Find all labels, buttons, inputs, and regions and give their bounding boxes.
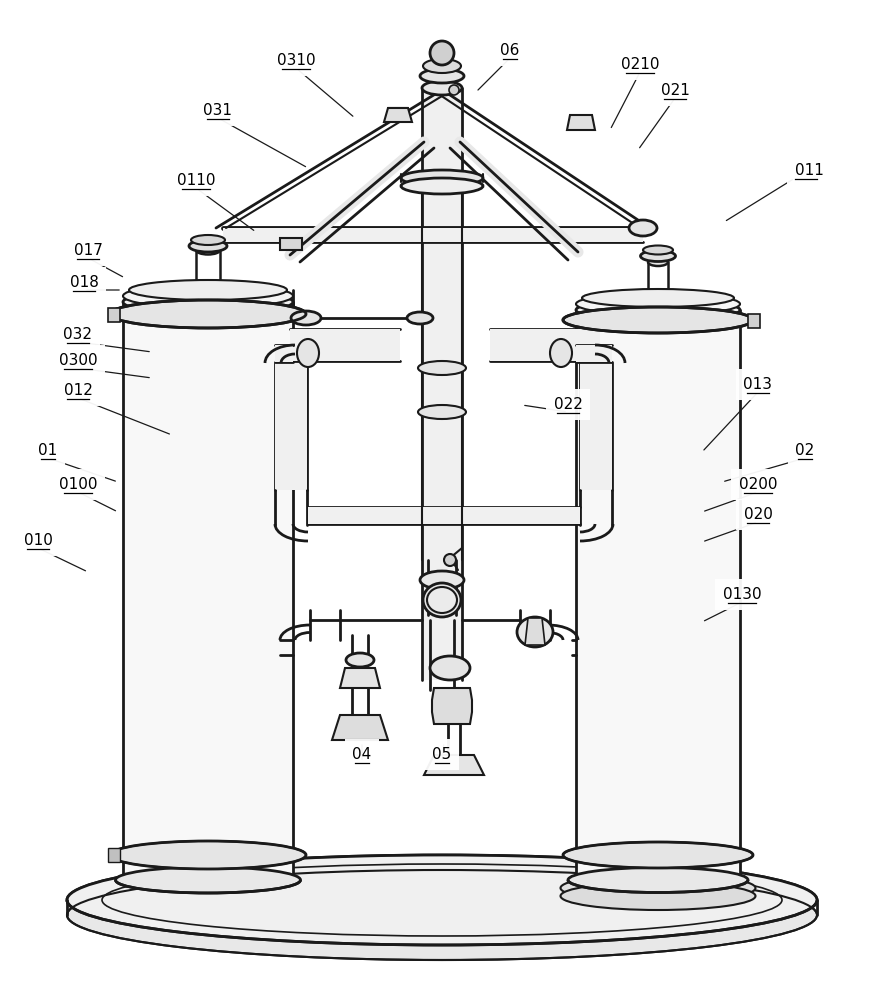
Ellipse shape bbox=[427, 587, 457, 613]
Text: 022: 022 bbox=[553, 397, 583, 412]
Polygon shape bbox=[340, 668, 380, 688]
Ellipse shape bbox=[418, 405, 466, 419]
Ellipse shape bbox=[568, 867, 748, 892]
Ellipse shape bbox=[191, 235, 225, 245]
Ellipse shape bbox=[422, 81, 462, 95]
Polygon shape bbox=[432, 688, 472, 724]
Ellipse shape bbox=[401, 178, 483, 194]
Ellipse shape bbox=[346, 653, 374, 667]
Ellipse shape bbox=[123, 284, 293, 308]
Text: 031: 031 bbox=[203, 103, 232, 118]
Bar bbox=[748, 314, 760, 328]
Ellipse shape bbox=[67, 855, 817, 945]
Bar bbox=[280, 238, 302, 250]
Polygon shape bbox=[567, 115, 595, 130]
Polygon shape bbox=[576, 345, 612, 362]
Polygon shape bbox=[424, 755, 484, 775]
Ellipse shape bbox=[423, 59, 461, 73]
Text: 017: 017 bbox=[73, 243, 103, 258]
Polygon shape bbox=[223, 228, 643, 242]
Polygon shape bbox=[490, 329, 600, 361]
Text: 0210: 0210 bbox=[621, 57, 659, 72]
Ellipse shape bbox=[560, 882, 756, 910]
Ellipse shape bbox=[189, 240, 227, 252]
Polygon shape bbox=[123, 302, 293, 880]
Text: 011: 011 bbox=[795, 163, 824, 178]
Text: 0200: 0200 bbox=[739, 477, 777, 492]
Polygon shape bbox=[332, 715, 388, 740]
Ellipse shape bbox=[641, 250, 675, 261]
Text: 02: 02 bbox=[796, 443, 815, 458]
Text: 04: 04 bbox=[353, 747, 371, 762]
Ellipse shape bbox=[418, 361, 466, 375]
Ellipse shape bbox=[401, 170, 483, 186]
Text: 0110: 0110 bbox=[177, 173, 215, 188]
Polygon shape bbox=[108, 848, 120, 862]
Ellipse shape bbox=[291, 311, 321, 325]
Ellipse shape bbox=[563, 842, 753, 868]
Polygon shape bbox=[275, 363, 307, 490]
Ellipse shape bbox=[68, 856, 816, 944]
Circle shape bbox=[430, 41, 454, 65]
Polygon shape bbox=[422, 88, 462, 680]
Text: 01: 01 bbox=[38, 443, 57, 458]
Text: 0130: 0130 bbox=[723, 587, 761, 602]
Ellipse shape bbox=[407, 312, 433, 324]
Text: 021: 021 bbox=[660, 83, 690, 98]
Ellipse shape bbox=[110, 300, 306, 328]
Text: 013: 013 bbox=[743, 377, 773, 392]
Ellipse shape bbox=[643, 245, 673, 254]
Ellipse shape bbox=[430, 656, 470, 680]
Ellipse shape bbox=[560, 874, 756, 902]
Polygon shape bbox=[290, 329, 400, 361]
Ellipse shape bbox=[297, 339, 319, 367]
Ellipse shape bbox=[123, 290, 293, 314]
Ellipse shape bbox=[563, 307, 753, 333]
Text: 06: 06 bbox=[500, 43, 520, 58]
Polygon shape bbox=[275, 345, 293, 362]
Polygon shape bbox=[525, 618, 545, 645]
Ellipse shape bbox=[116, 867, 301, 893]
Ellipse shape bbox=[67, 870, 817, 960]
Ellipse shape bbox=[648, 258, 668, 266]
Polygon shape bbox=[384, 108, 412, 122]
Ellipse shape bbox=[576, 293, 740, 315]
Polygon shape bbox=[308, 507, 580, 524]
Polygon shape bbox=[580, 363, 612, 490]
Ellipse shape bbox=[423, 583, 461, 617]
Text: 010: 010 bbox=[24, 533, 52, 548]
Circle shape bbox=[449, 85, 459, 95]
Polygon shape bbox=[576, 310, 740, 880]
Ellipse shape bbox=[517, 617, 553, 647]
Text: 020: 020 bbox=[743, 507, 773, 522]
Text: 0300: 0300 bbox=[58, 353, 97, 368]
Text: 032: 032 bbox=[64, 327, 93, 342]
Ellipse shape bbox=[196, 245, 220, 254]
Bar bbox=[108, 308, 120, 322]
Ellipse shape bbox=[110, 841, 306, 869]
Text: 0310: 0310 bbox=[277, 53, 316, 68]
Ellipse shape bbox=[576, 299, 740, 321]
Text: 012: 012 bbox=[64, 383, 93, 398]
Ellipse shape bbox=[582, 289, 734, 307]
Text: 05: 05 bbox=[432, 747, 452, 762]
Text: 0100: 0100 bbox=[58, 477, 97, 492]
Text: 018: 018 bbox=[70, 275, 98, 290]
Ellipse shape bbox=[129, 280, 287, 300]
Ellipse shape bbox=[629, 220, 657, 236]
Ellipse shape bbox=[420, 69, 464, 83]
Ellipse shape bbox=[550, 339, 572, 367]
Circle shape bbox=[444, 554, 456, 566]
Ellipse shape bbox=[420, 571, 464, 589]
